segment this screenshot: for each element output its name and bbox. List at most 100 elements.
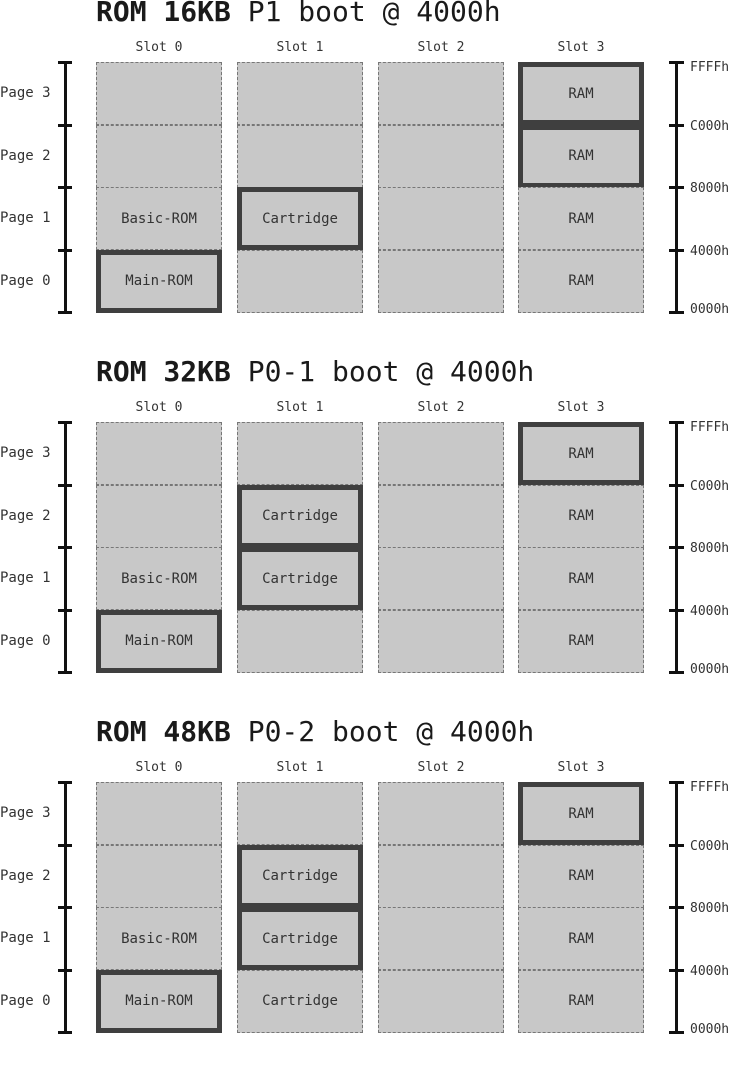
- slot-header: Slot 2: [417, 400, 465, 415]
- memory-cell: [378, 844, 504, 908]
- memory-cell-label: Main-ROM: [125, 273, 193, 289]
- memory-cell: Basic-ROM: [96, 907, 222, 970]
- page-label: Page 0: [0, 272, 51, 289]
- memory-cell: [237, 422, 363, 485]
- address-label: 8000h: [690, 541, 730, 556]
- address-tick: [669, 843, 684, 847]
- memory-cell: Cartridge: [237, 907, 363, 970]
- memory-cell: RAM: [518, 969, 644, 1033]
- memory-cell: RAM: [518, 844, 644, 908]
- memory-cell: RAM: [518, 782, 644, 845]
- memory-cell: [237, 124, 363, 188]
- left-bracket-tick: [58, 421, 72, 424]
- memory-cell: [378, 609, 504, 673]
- left-bracket-tick: [58, 843, 72, 847]
- left-bracket-tick: [58, 186, 72, 189]
- memory-cell: RAM: [518, 422, 644, 485]
- address-label: FFFFh: [690, 420, 730, 435]
- slot-header: Slot 0: [135, 760, 183, 775]
- memory-cell: RAM: [518, 907, 644, 970]
- address-label: 8000h: [690, 901, 730, 916]
- memory-cell: [378, 484, 504, 548]
- page-label: Page 0: [0, 992, 51, 1009]
- memory-cell: [378, 422, 504, 485]
- address-tick: [669, 671, 684, 674]
- left-bracket-tick: [58, 546, 72, 549]
- page-label: Page 0: [0, 632, 51, 649]
- address-tick: [669, 1031, 684, 1034]
- address-tick: [669, 608, 684, 612]
- memory-cell-label: RAM: [568, 570, 594, 587]
- memory-cell-label: RAM: [568, 993, 594, 1009]
- address-label: C000h: [690, 478, 730, 494]
- left-bracket-tick: [58, 248, 72, 252]
- address-label: 0000h: [690, 662, 730, 677]
- memory-cell: [96, 62, 222, 125]
- left-bracket-tick: [58, 483, 72, 487]
- left-bracket-tick: [58, 1031, 72, 1034]
- memory-cell: [96, 422, 222, 485]
- diagram-title-bold: ROM 16KB: [96, 0, 231, 28]
- memory-cell: [378, 249, 504, 313]
- memory-cell: Main-ROM: [96, 249, 222, 313]
- memory-cell: Cartridge: [237, 844, 363, 908]
- slot-header: Slot 0: [135, 40, 183, 55]
- memory-cell: RAM: [518, 62, 644, 125]
- address-tick: [669, 483, 684, 487]
- address-tick: [669, 781, 684, 784]
- memory-cell-label: Cartridge: [262, 508, 338, 524]
- memory-cell-label: Basic-ROM: [121, 570, 197, 587]
- left-bracket-tick: [58, 968, 72, 972]
- memory-cell: RAM: [518, 547, 644, 610]
- memory-cell: RAM: [518, 609, 644, 673]
- slot-header: Slot 3: [557, 400, 605, 415]
- page-label: Page 2: [0, 147, 51, 164]
- slot-header: Slot 1: [276, 40, 324, 55]
- memory-cell: RAM: [518, 124, 644, 188]
- memory-cell: Cartridge: [237, 969, 363, 1033]
- left-bracket-tick: [58, 61, 72, 64]
- diagram-title-bold: ROM 48KB: [96, 715, 231, 748]
- page-label: Page 3: [0, 445, 51, 461]
- diagram-title: ROM 32KB P0-1 boot @ 4000h: [96, 354, 534, 390]
- address-label: C000h: [690, 118, 730, 134]
- left-bracket-tick: [58, 781, 72, 784]
- memory-cell: Cartridge: [237, 547, 363, 610]
- diagram-title-bold: ROM 32KB: [96, 355, 231, 388]
- memory-cell: [237, 782, 363, 845]
- page-label: Page 1: [0, 930, 51, 946]
- memory-map-diagram: ROM 32KB P0-1 boot @ 4000h Slot 0 Slot 1 Sl…: [0, 355, 739, 705]
- memory-cell: Cartridge: [237, 187, 363, 250]
- memory-cell-label: RAM: [568, 805, 594, 822]
- address-tick: [669, 123, 684, 127]
- memory-cell-label: Cartridge: [262, 868, 338, 884]
- slot-header: Slot 1: [276, 400, 324, 415]
- memory-cell: [378, 969, 504, 1033]
- memory-cell-label: Cartridge: [262, 570, 338, 587]
- diagram-title-rest: P0-1 boot @ 4000h: [230, 355, 535, 388]
- address-label: 4000h: [690, 603, 730, 619]
- diagram-title-rest: P1 boot @ 4000h: [230, 0, 501, 28]
- address-tick: [669, 421, 684, 424]
- slot-header: Slot 2: [417, 40, 465, 55]
- memory-cell-label: RAM: [568, 930, 594, 947]
- slot-header: Slot 3: [557, 760, 605, 775]
- slot-header: Slot 3: [557, 40, 605, 55]
- memory-cell: [96, 782, 222, 845]
- memory-cell: [378, 62, 504, 125]
- memory-cell: [378, 782, 504, 845]
- address-tick: [669, 61, 684, 64]
- memory-cell: [96, 124, 222, 188]
- left-bracket-tick: [58, 123, 72, 127]
- address-label: 4000h: [690, 963, 730, 979]
- memory-cell: Basic-ROM: [96, 547, 222, 610]
- memory-cell-label: Main-ROM: [125, 993, 193, 1009]
- diagram-title: ROM 16KB P1 boot @ 4000h: [96, 0, 501, 30]
- memory-cell: RAM: [518, 249, 644, 313]
- page-label: Page 1: [0, 570, 51, 586]
- memory-cell: [378, 124, 504, 188]
- memory-cell: RAM: [518, 187, 644, 250]
- memory-cell: RAM: [518, 484, 644, 548]
- memory-cell-label: RAM: [568, 210, 594, 227]
- address-tick: [669, 311, 684, 314]
